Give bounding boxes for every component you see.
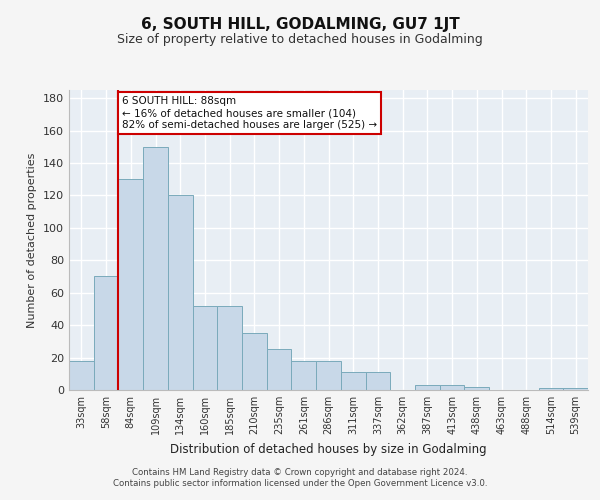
Bar (193, 306, 217, 390)
Bar (242, 333, 267, 390)
Text: Distribution of detached houses by size in Godalming: Distribution of detached houses by size … (170, 442, 487, 456)
Bar (415, 385, 440, 390)
Bar (168, 196, 193, 390)
Bar (539, 388, 563, 390)
Bar (440, 385, 464, 390)
Bar (292, 361, 316, 390)
Bar (69, 361, 94, 390)
Text: 6 SOUTH HILL: 88sqm
← 16% of detached houses are smaller (104)
82% of semi-detac: 6 SOUTH HILL: 88sqm ← 16% of detached ho… (122, 96, 377, 130)
Bar (341, 372, 365, 390)
Text: Contains HM Land Registry data © Crown copyright and database right 2024.: Contains HM Land Registry data © Crown c… (132, 468, 468, 477)
Bar (217, 306, 242, 390)
Bar (464, 387, 489, 390)
Bar (143, 147, 168, 390)
Bar (316, 361, 341, 390)
Bar (94, 276, 118, 390)
Y-axis label: Number of detached properties: Number of detached properties (28, 152, 37, 328)
Bar (563, 388, 588, 390)
Text: Contains public sector information licensed under the Open Government Licence v3: Contains public sector information licen… (113, 479, 487, 488)
Text: Size of property relative to detached houses in Godalming: Size of property relative to detached ho… (117, 32, 483, 46)
Bar (267, 350, 292, 390)
Bar (118, 179, 143, 390)
Text: 6, SOUTH HILL, GODALMING, GU7 1JT: 6, SOUTH HILL, GODALMING, GU7 1JT (140, 18, 460, 32)
Bar (365, 372, 390, 390)
